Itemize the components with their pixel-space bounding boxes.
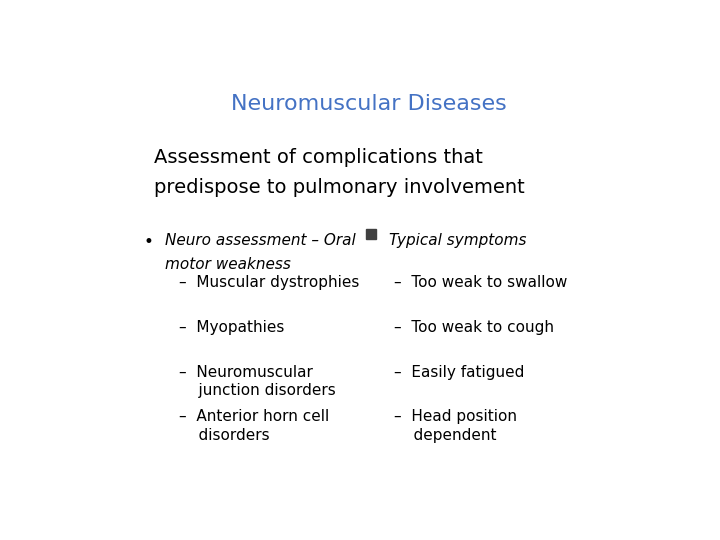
Text: –  Head position
    dependent: – Head position dependent xyxy=(394,409,517,443)
Text: Neuro assessment – Oral: Neuro assessment – Oral xyxy=(166,233,356,248)
Text: motor weakness: motor weakness xyxy=(166,258,291,272)
Text: Neuromuscular Diseases: Neuromuscular Diseases xyxy=(231,94,507,114)
Text: –  Too weak to swallow: – Too weak to swallow xyxy=(394,275,567,290)
Text: –  Muscular dystrophies: – Muscular dystrophies xyxy=(179,275,360,290)
Text: predispose to pulmonary involvement: predispose to pulmonary involvement xyxy=(154,178,525,197)
Text: –  Too weak to cough: – Too weak to cough xyxy=(394,320,554,335)
Text: –  Myopathies: – Myopathies xyxy=(179,320,284,335)
Text: Assessment of complications that: Assessment of complications that xyxy=(154,148,483,167)
Text: •: • xyxy=(143,233,153,251)
Bar xyxy=(366,230,377,239)
Text: –  Neuromuscular
    junction disorders: – Neuromuscular junction disorders xyxy=(179,364,336,398)
Text: Typical symptoms: Typical symptoms xyxy=(389,233,526,248)
Text: –  Anterior horn cell
    disorders: – Anterior horn cell disorders xyxy=(179,409,330,443)
Text: –  Easily fatigued: – Easily fatigued xyxy=(394,364,524,380)
